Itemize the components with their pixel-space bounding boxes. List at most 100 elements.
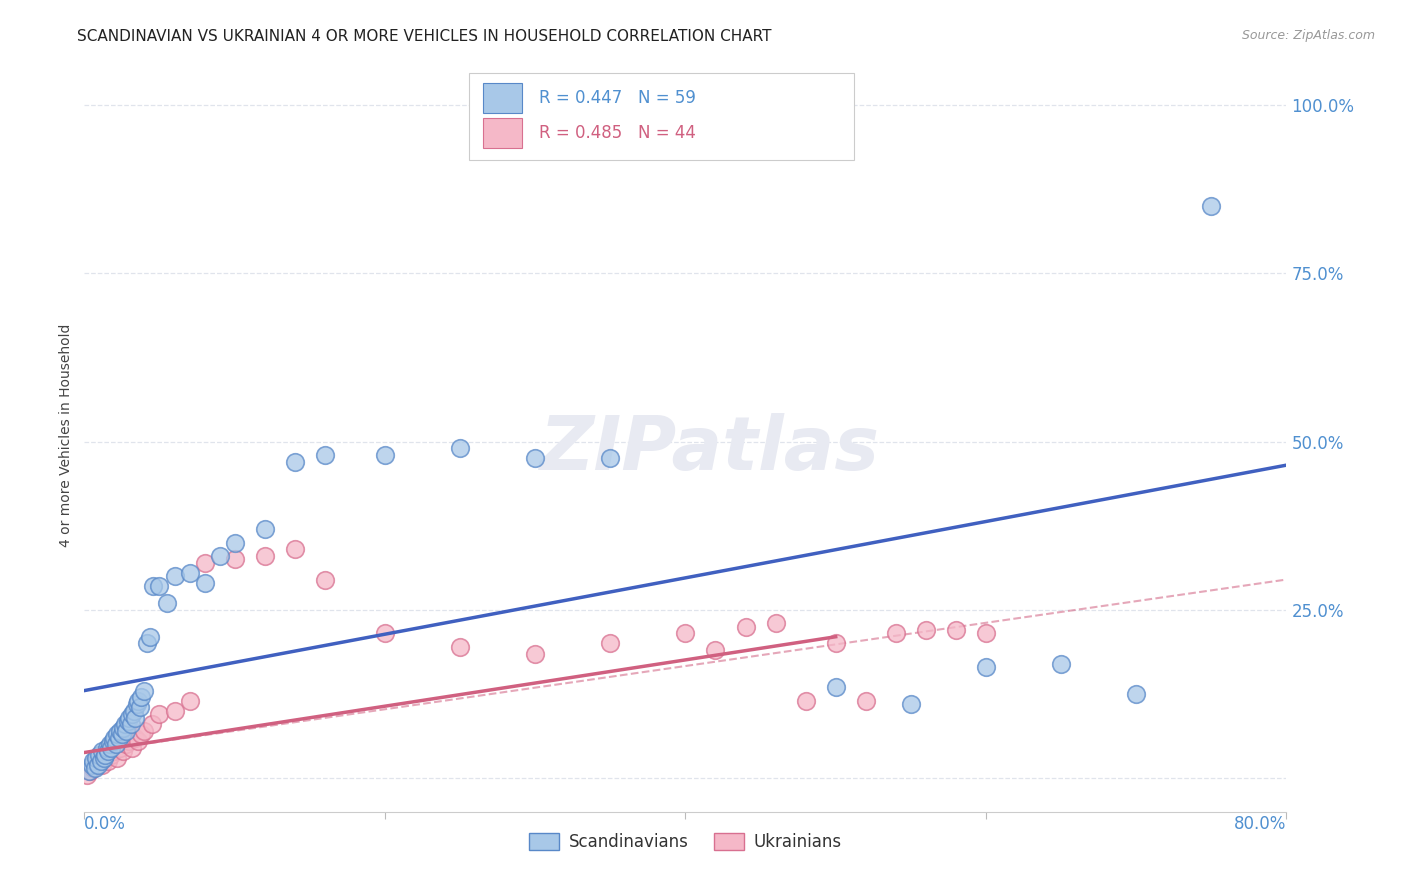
Text: Source: ZipAtlas.com: Source: ZipAtlas.com <box>1241 29 1375 42</box>
Point <box>194 575 217 590</box>
Point <box>1050 657 1073 671</box>
Point <box>129 700 152 714</box>
Point <box>945 623 967 637</box>
Text: R = 0.447   N = 59: R = 0.447 N = 59 <box>538 89 696 107</box>
Point <box>100 740 122 755</box>
Point <box>156 596 179 610</box>
Point <box>94 751 117 765</box>
Point <box>118 734 141 748</box>
Point <box>163 704 186 718</box>
Point <box>107 751 129 765</box>
Point <box>224 535 246 549</box>
Point <box>127 694 149 708</box>
Point <box>83 761 105 775</box>
Point <box>87 757 110 772</box>
Text: 80.0%: 80.0% <box>1234 815 1286 833</box>
Point <box>884 626 907 640</box>
Point <box>148 579 170 593</box>
Point <box>824 636 846 650</box>
Point <box>449 442 471 456</box>
Text: ZIPatlas: ZIPatlas <box>540 413 880 486</box>
Point <box>148 707 170 722</box>
Legend: Scandinavians, Ukrainians: Scandinavians, Ukrainians <box>522 826 849 857</box>
Point <box>89 754 111 768</box>
Point <box>974 626 997 640</box>
Point <box>97 754 120 768</box>
Point <box>284 455 307 469</box>
Point <box>284 542 307 557</box>
Text: SCANDINAVIAN VS UKRAINIAN 4 OR MORE VEHICLES IN HOUSEHOLD CORRELATION CHART: SCANDINAVIAN VS UKRAINIAN 4 OR MORE VEHI… <box>77 29 772 44</box>
Point <box>136 636 159 650</box>
Point <box>80 757 103 772</box>
Point <box>141 717 163 731</box>
Y-axis label: 4 or more Vehicles in Household: 4 or more Vehicles in Household <box>59 323 73 547</box>
Point <box>110 723 132 738</box>
Point <box>704 643 727 657</box>
Point <box>1201 199 1223 213</box>
Point <box>76 768 98 782</box>
Point <box>77 764 100 779</box>
Point <box>675 626 697 640</box>
Point <box>103 731 125 745</box>
Point <box>824 680 846 694</box>
Point <box>253 522 276 536</box>
Point <box>855 694 877 708</box>
Point <box>194 556 217 570</box>
Point <box>124 731 146 745</box>
Point <box>253 549 276 563</box>
Point <box>915 623 938 637</box>
Point <box>90 754 112 768</box>
Point <box>91 744 114 758</box>
Point <box>121 707 143 722</box>
Point <box>163 569 186 583</box>
Point <box>524 451 547 466</box>
Point <box>86 757 108 772</box>
Point <box>114 717 136 731</box>
Point <box>118 710 141 724</box>
FancyBboxPatch shape <box>484 83 522 113</box>
Point <box>115 738 138 752</box>
Point <box>103 744 125 758</box>
Point <box>142 579 165 593</box>
Point <box>179 566 201 580</box>
Point <box>112 721 135 735</box>
Point <box>82 754 104 768</box>
Point <box>765 616 787 631</box>
Point <box>374 626 396 640</box>
Point <box>131 727 153 741</box>
Point <box>108 731 131 745</box>
Point <box>110 740 132 755</box>
Point <box>107 727 129 741</box>
Point <box>524 647 547 661</box>
Point <box>124 710 146 724</box>
Point <box>100 747 122 762</box>
Point <box>314 448 336 462</box>
Point <box>82 761 104 775</box>
Point <box>224 552 246 566</box>
Point <box>89 747 111 762</box>
Point <box>974 660 997 674</box>
Point <box>314 573 336 587</box>
Point <box>134 723 156 738</box>
Point <box>97 744 120 758</box>
Point <box>208 549 231 563</box>
Point <box>115 723 138 738</box>
Text: 0.0%: 0.0% <box>84 815 127 833</box>
Point <box>794 694 817 708</box>
Point <box>93 751 115 765</box>
Text: R = 0.485   N = 44: R = 0.485 N = 44 <box>538 124 696 143</box>
Point <box>139 630 162 644</box>
Point <box>127 734 149 748</box>
FancyBboxPatch shape <box>484 119 522 148</box>
Point <box>122 704 145 718</box>
Point <box>120 717 142 731</box>
Point <box>374 448 396 462</box>
Point <box>125 697 148 711</box>
Point <box>86 751 108 765</box>
Point <box>111 727 134 741</box>
Point <box>599 451 621 466</box>
Point <box>121 740 143 755</box>
Point <box>101 734 124 748</box>
Point <box>1125 687 1147 701</box>
FancyBboxPatch shape <box>470 73 853 160</box>
